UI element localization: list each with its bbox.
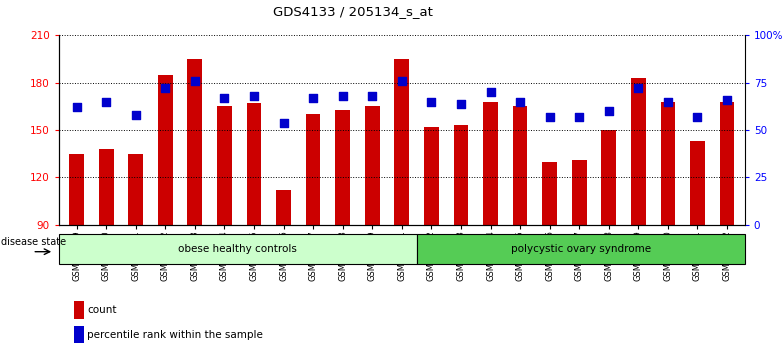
Bar (513, 107, 528, 225)
Point (129, 112, 142, 118)
Text: disease state: disease state (1, 237, 66, 247)
Bar (217, 107, 232, 225)
Bar (483, 102, 498, 225)
Point (603, 108, 615, 114)
Text: GDS4133 / 205134_s_at: GDS4133 / 205134_s_at (273, 5, 433, 18)
Point (278, 120, 290, 125)
Point (71, 104, 83, 110)
Bar (365, 107, 379, 225)
Point (248, 93, 260, 99)
Bar (306, 114, 321, 225)
Bar (394, 59, 409, 225)
Point (218, 95, 230, 101)
Bar (417, 234, 745, 264)
Point (514, 99, 526, 104)
Text: polycystic ovary syndrome: polycystic ovary syndrome (510, 244, 651, 254)
Point (455, 101, 467, 107)
Bar (631, 78, 646, 225)
Point (720, 97, 733, 103)
Bar (690, 141, 705, 225)
Point (543, 114, 556, 120)
Bar (99, 149, 114, 225)
Point (395, 78, 408, 84)
Bar (543, 162, 557, 225)
Point (691, 114, 704, 120)
Point (662, 99, 674, 104)
Point (425, 99, 437, 104)
Bar (187, 59, 202, 225)
Bar (454, 125, 468, 225)
Point (485, 89, 497, 95)
Point (159, 86, 172, 91)
Bar (720, 102, 735, 225)
Point (336, 93, 349, 99)
Bar (601, 130, 616, 225)
Point (188, 78, 201, 84)
Bar (661, 102, 675, 225)
Point (366, 93, 379, 99)
Point (100, 99, 112, 104)
Bar (246, 103, 261, 225)
Bar (158, 75, 172, 225)
Bar (59, 234, 417, 264)
Text: percentile rank within the sample: percentile rank within the sample (87, 330, 263, 339)
Bar (336, 110, 350, 225)
Bar (424, 127, 439, 225)
Bar (69, 154, 84, 225)
Point (307, 95, 319, 101)
Text: obese healthy controls: obese healthy controls (178, 244, 297, 254)
Point (632, 86, 644, 91)
Bar (572, 160, 586, 225)
Text: count: count (87, 305, 117, 315)
Point (573, 114, 586, 120)
Bar (276, 190, 291, 225)
Bar (129, 154, 143, 225)
